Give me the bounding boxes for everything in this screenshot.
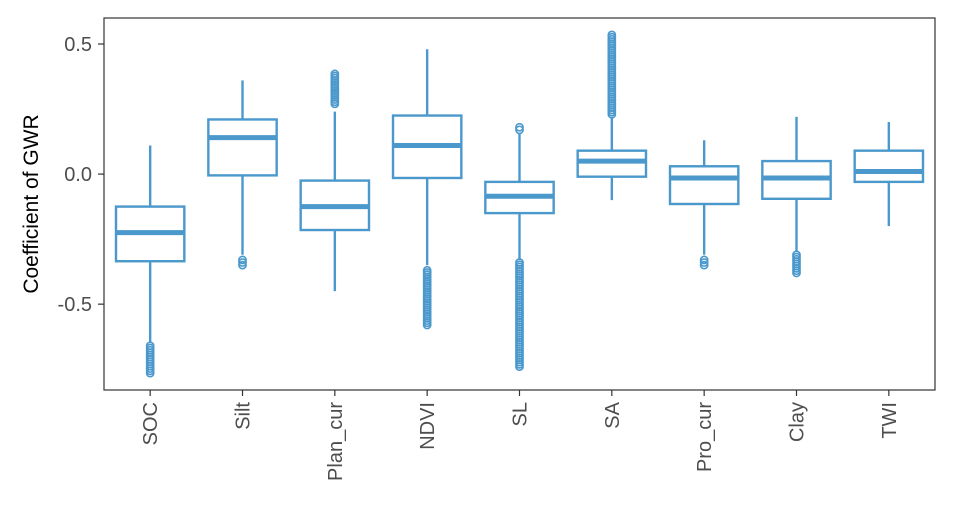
box-silt: [207, 80, 278, 270]
x-tick-label: NDVI: [417, 402, 439, 450]
outlier-point: [515, 122, 524, 132]
outlier-point: [699, 258, 709, 267]
outlier-point: [145, 368, 155, 378]
box-sl: [484, 122, 555, 371]
outlier-point: [238, 260, 247, 270]
y-tick-label: 0.0: [64, 164, 92, 186]
y-axis-title: Coefficient of GWR: [20, 114, 43, 293]
x-tick-label: SL: [510, 402, 532, 426]
outlier-point: [422, 320, 432, 330]
x-tick-label: TWI: [879, 402, 901, 439]
outlier-point: [238, 258, 247, 267]
outlier-point: [792, 268, 801, 278]
box-clay: [761, 116, 832, 278]
box-ndvi: [391, 49, 463, 330]
iqr-box: [207, 118, 278, 177]
box-soc: [114, 145, 186, 378]
box-pro-cur: [668, 140, 740, 270]
x-tick-label: SOC: [140, 402, 162, 445]
x-axis: SOC Silt Plan_cur NDVI SL SA Pro_cur Clay TWI: [140, 390, 901, 481]
y-axis: -0.5 0.0 0.5: [58, 34, 104, 316]
y-tick-label: 0.5: [64, 34, 92, 56]
outlier-point: [330, 99, 340, 109]
outlier-point: [699, 255, 709, 265]
x-tick-label: Silt: [233, 402, 255, 430]
iqr-box: [853, 149, 925, 184]
outlier-point: [515, 362, 524, 371]
box-twi: [853, 122, 925, 227]
y-tick-label: -0.5: [58, 294, 92, 316]
box-sa: [576, 30, 648, 201]
box-plan-cur: [299, 69, 371, 292]
box-series: [114, 30, 925, 378]
iqr-box: [668, 165, 740, 206]
outlier-point: [515, 125, 524, 135]
outlier-point: [699, 260, 709, 270]
iqr-box: [576, 149, 648, 178]
x-tick-label: Plan_cur: [325, 402, 347, 481]
x-tick-label: SA: [602, 401, 624, 428]
outlier-point: [238, 255, 247, 265]
x-tick-label: Pro_cur: [694, 402, 716, 472]
x-tick-label: Clay: [787, 402, 809, 442]
outlier-point: [607, 109, 617, 119]
